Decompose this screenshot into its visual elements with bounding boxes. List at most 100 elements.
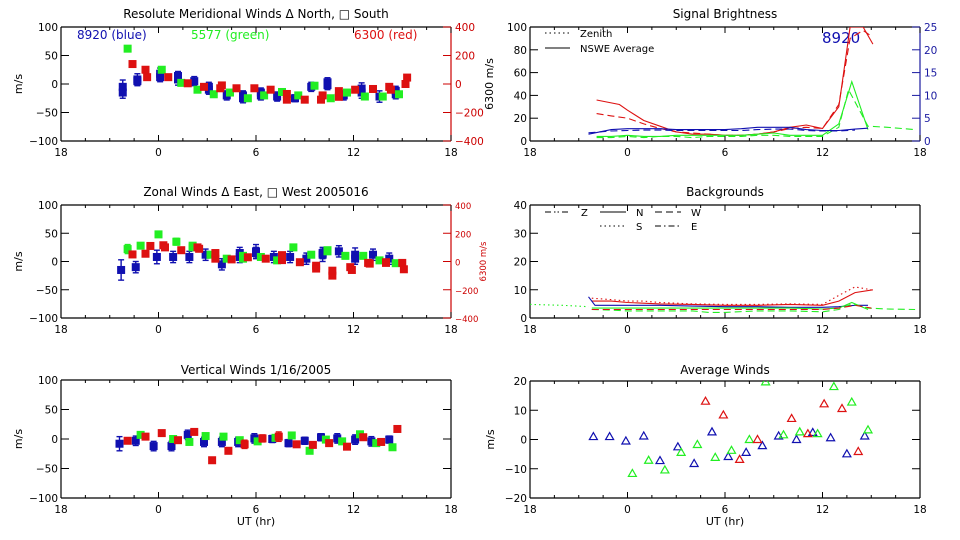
series-green [123, 230, 400, 268]
x-axis-label: UT (hr) [706, 515, 744, 528]
series-blue [588, 426, 870, 468]
data-point-triangle [692, 439, 703, 449]
data-point-triangle [620, 435, 631, 445]
data-point-square [388, 443, 397, 452]
y-tick-label: 50 [45, 405, 58, 417]
data-point-square [157, 429, 166, 438]
data-point-square [141, 432, 150, 441]
data-point-triangle [643, 455, 654, 464]
series-line-blue-dashed [588, 128, 856, 134]
data-point-square [133, 77, 142, 86]
data-point-square [325, 439, 334, 448]
x-tick-label: 0 [155, 504, 162, 516]
chart-title: Backgrounds [686, 185, 764, 199]
series-red [591, 304, 872, 311]
data-point-square [154, 230, 163, 239]
data-point-square [307, 250, 316, 259]
y-tick-label: −50 [36, 108, 58, 120]
y-tick-label: 0 [520, 136, 527, 148]
right-y-tick-label: 25 [924, 22, 937, 34]
data-point-triangle [718, 409, 729, 419]
y-tick-label: 0 [520, 313, 527, 325]
y-tick-label: 10 [514, 285, 527, 297]
data-point-square [382, 258, 390, 267]
data-point-square [183, 430, 192, 439]
x-tick-label: 0 [155, 324, 162, 336]
data-point-square [167, 442, 176, 451]
data-point-square [351, 435, 360, 444]
series-line-green-dashed [591, 303, 916, 313]
data-point-square [338, 437, 347, 446]
series-green [596, 88, 916, 139]
data-point-square [260, 91, 269, 100]
x-axis-label: UT (hr) [237, 515, 275, 528]
x-tick-label: 12 [347, 147, 360, 159]
data-point-square [185, 252, 194, 261]
data-point-square [185, 437, 194, 446]
data-point-triangle [604, 431, 615, 441]
data-point-square [369, 250, 377, 259]
x-tick-label: 18 [444, 504, 457, 516]
data-point-triangle [700, 395, 711, 405]
right-y-axis-label: 6300 m/s [483, 58, 496, 110]
y-axis-label: m/s [12, 74, 25, 94]
x-tick-label: 0 [155, 147, 162, 159]
data-point-square [360, 92, 369, 101]
x-tick-label: 0 [624, 147, 631, 159]
data-point-triangle [676, 447, 687, 456]
data-point-square [227, 255, 236, 264]
plot-area [588, 381, 874, 478]
data-point-square [118, 88, 127, 97]
right-y-tick-label: 5 [924, 113, 931, 125]
series-line-red-solid [591, 289, 873, 306]
data-point-square [190, 77, 199, 86]
data-point-square [328, 266, 337, 275]
data-point-square [403, 73, 412, 82]
data-point-square [217, 81, 226, 90]
data-point-square [286, 252, 295, 261]
data-point-square [365, 259, 374, 268]
y-axis-label: m/s [12, 251, 25, 271]
series-blue [588, 296, 868, 308]
data-point-square [232, 84, 241, 93]
y-tick-label: −10 [505, 464, 527, 476]
y-tick-label: −100 [29, 313, 58, 325]
data-point-square [351, 85, 360, 94]
series-green [123, 44, 403, 103]
y-tick-label: 40 [514, 200, 527, 212]
series-green [591, 301, 869, 311]
series-red [591, 286, 872, 305]
data-point-square [183, 79, 192, 88]
data-point-triangle [659, 464, 670, 474]
data-point-square [266, 85, 275, 94]
data-point-square [143, 73, 152, 82]
right-y-tick-label: 400 [455, 202, 471, 212]
data-point-square [141, 65, 150, 74]
right-y-axis-label: 6300 m/s [479, 241, 489, 281]
right-y-tick-label: −200 [455, 287, 478, 297]
right-y-tick-label: 200 [455, 51, 475, 63]
data-point-triangle [627, 468, 638, 478]
x-tick-label: 12 [347, 504, 360, 516]
x-tick-label: 18 [54, 147, 67, 159]
series-green [627, 381, 874, 478]
data-point-triangle [706, 426, 718, 436]
data-point-square [399, 265, 408, 274]
data-point-square [294, 91, 303, 100]
data-point-square [258, 434, 267, 443]
data-point-square [157, 65, 166, 74]
plot-area [588, 27, 916, 139]
data-point-square [334, 247, 343, 256]
data-point-square [289, 243, 298, 252]
y-tick-label: 60 [514, 68, 527, 80]
series-line-blue-solid [588, 296, 868, 308]
y-tick-label: 50 [45, 228, 58, 240]
x-tick-label: 18 [444, 324, 457, 336]
chart-title: Zonal Winds Δ East, □ West 2005016 [143, 185, 368, 199]
data-point-square [219, 432, 228, 441]
annotation-blue: 8920 (blue) [77, 28, 147, 42]
y-tick-label: −50 [36, 464, 58, 476]
